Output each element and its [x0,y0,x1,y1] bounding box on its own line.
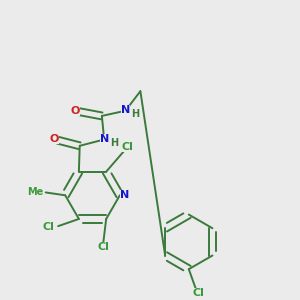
Text: Cl: Cl [98,242,109,252]
Text: Cl: Cl [122,142,134,152]
Text: O: O [71,106,80,116]
Text: Cl: Cl [43,222,55,232]
Text: H: H [110,138,118,148]
Text: N: N [120,190,130,200]
Text: O: O [49,134,58,144]
Text: N: N [100,134,109,144]
Text: N: N [121,105,130,115]
Text: Me: Me [27,188,44,197]
Text: H: H [131,110,139,119]
Text: Cl: Cl [192,288,204,298]
